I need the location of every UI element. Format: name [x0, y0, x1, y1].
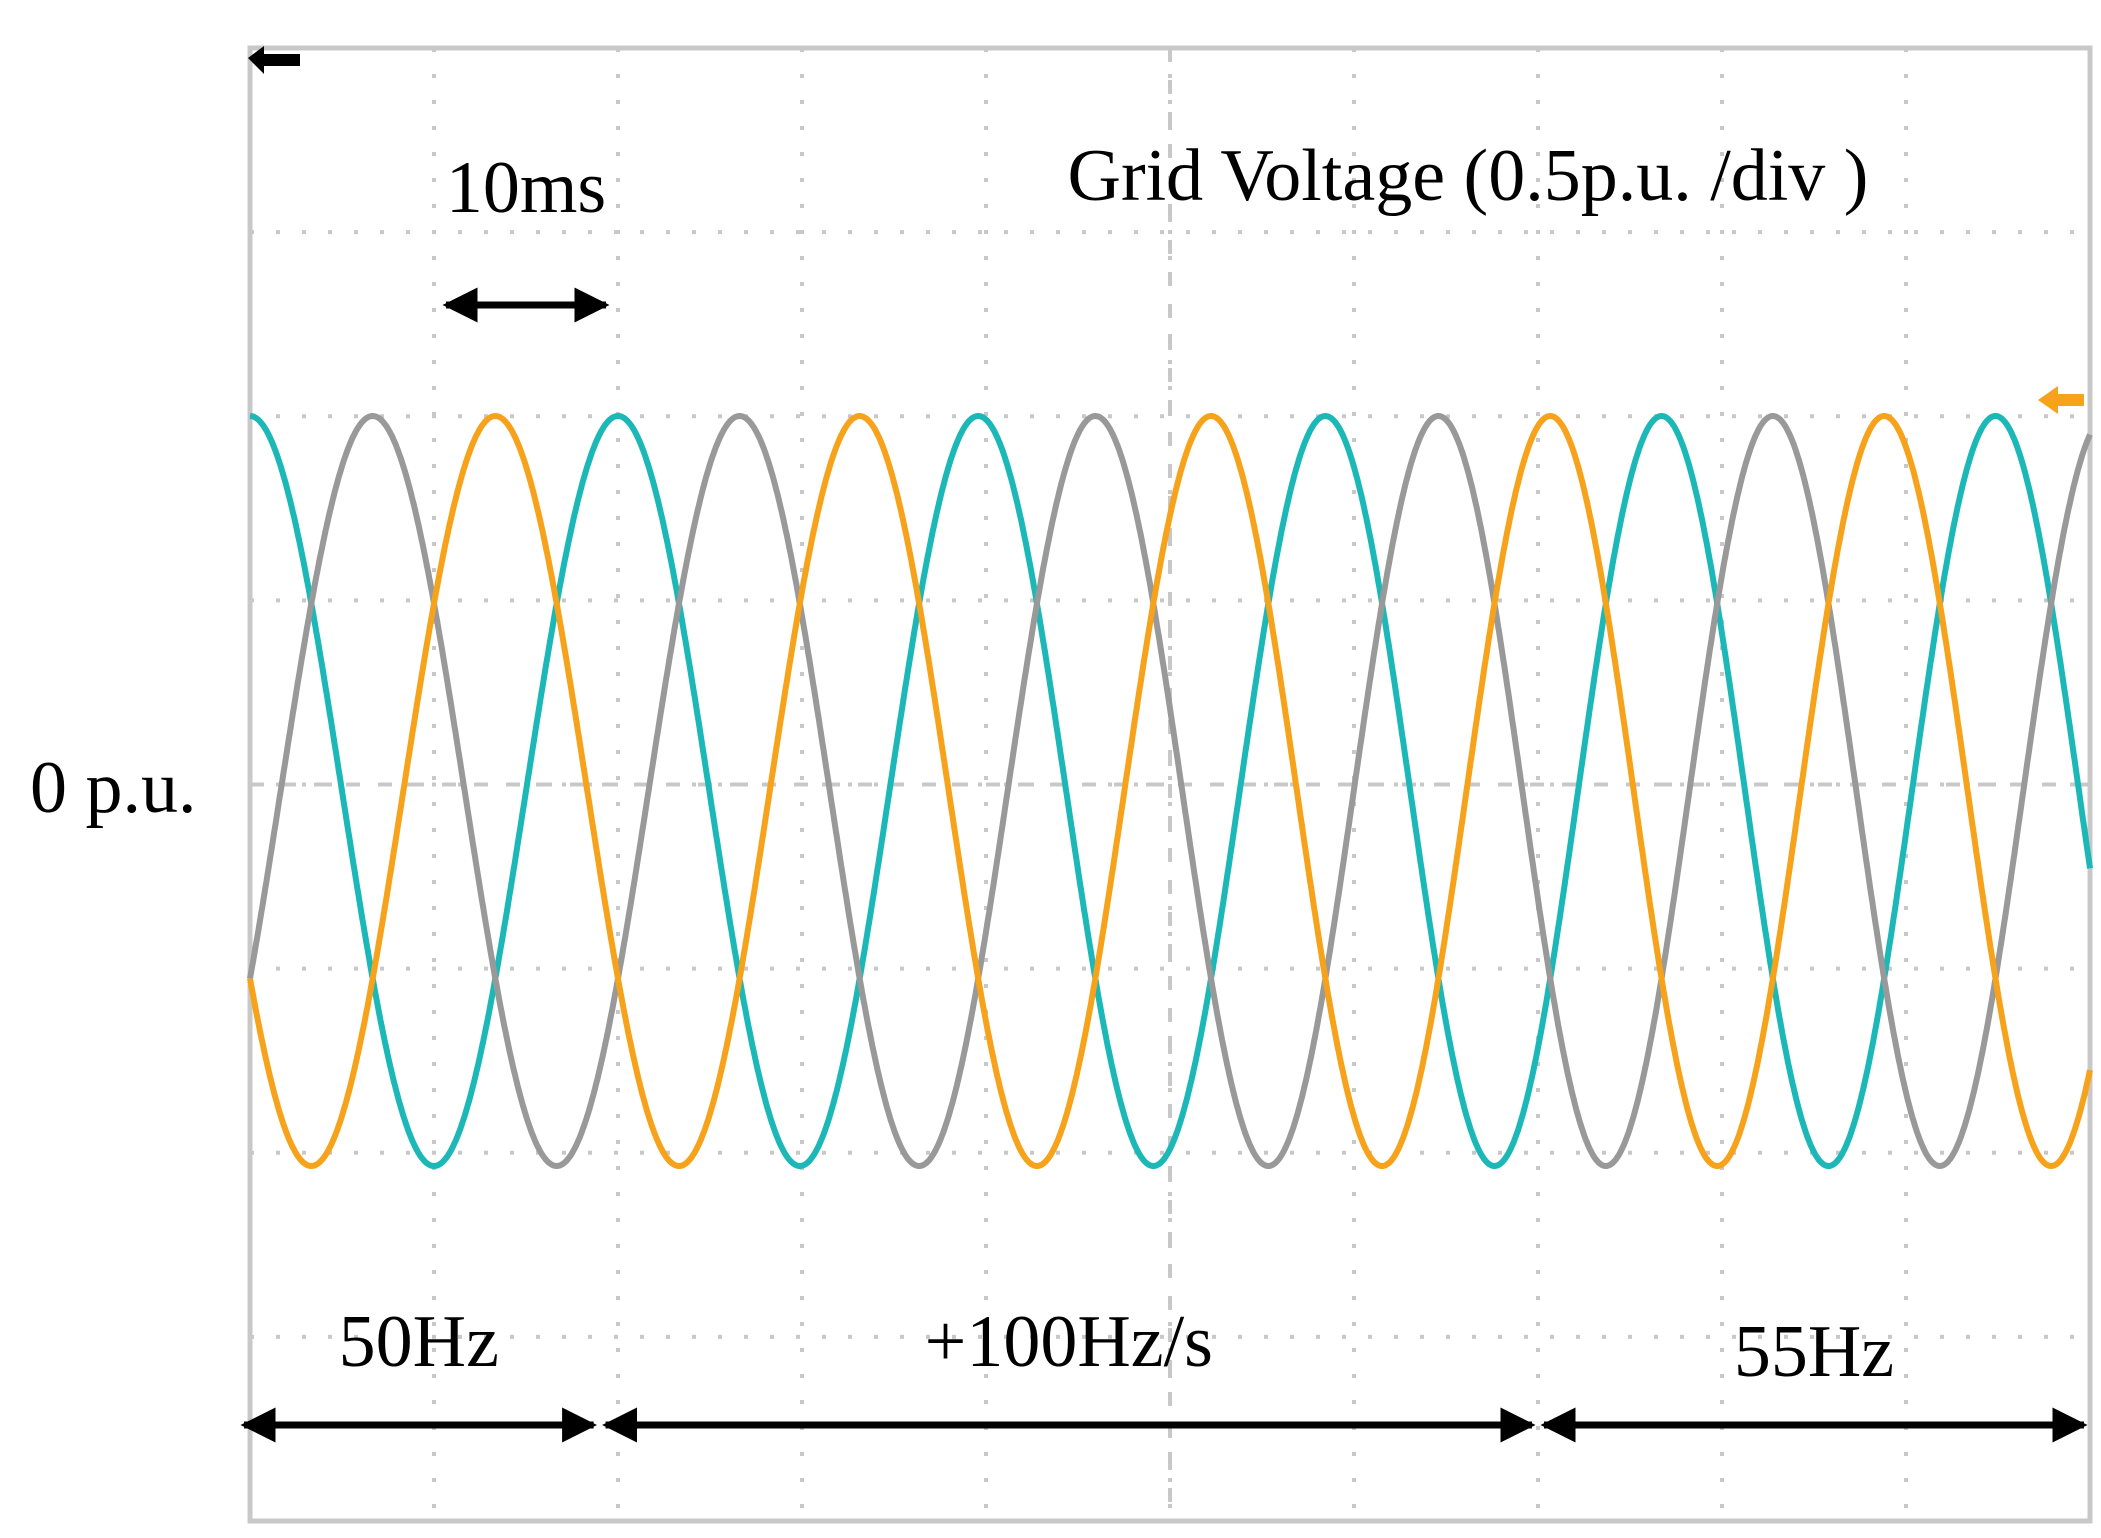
- trigger-marker-icon: [248, 46, 300, 74]
- segment-label: 55Hz: [1734, 1311, 1894, 1393]
- phase-trace-3: [247, 413, 2093, 1169]
- time-scale-label: 10ms: [446, 147, 606, 229]
- frequency-segments: 50Hz +100Hz/s 55Hz: [240, 1301, 2088, 1443]
- traces: [247, 413, 2093, 1169]
- channel-marker-icon: [2038, 386, 2084, 414]
- zero-level-label: 0 p.u.: [30, 747, 197, 829]
- plot-frame: [247, 45, 2093, 1524]
- segment-label: +100Hz/s: [925, 1301, 1213, 1383]
- segment-label: 50Hz: [339, 1301, 499, 1383]
- grid: [250, 48, 2090, 1521]
- chart-title: Grid Voltage (0.5p.u. /div ): [1068, 135, 1869, 217]
- phase-trace-2: [247, 413, 2093, 1169]
